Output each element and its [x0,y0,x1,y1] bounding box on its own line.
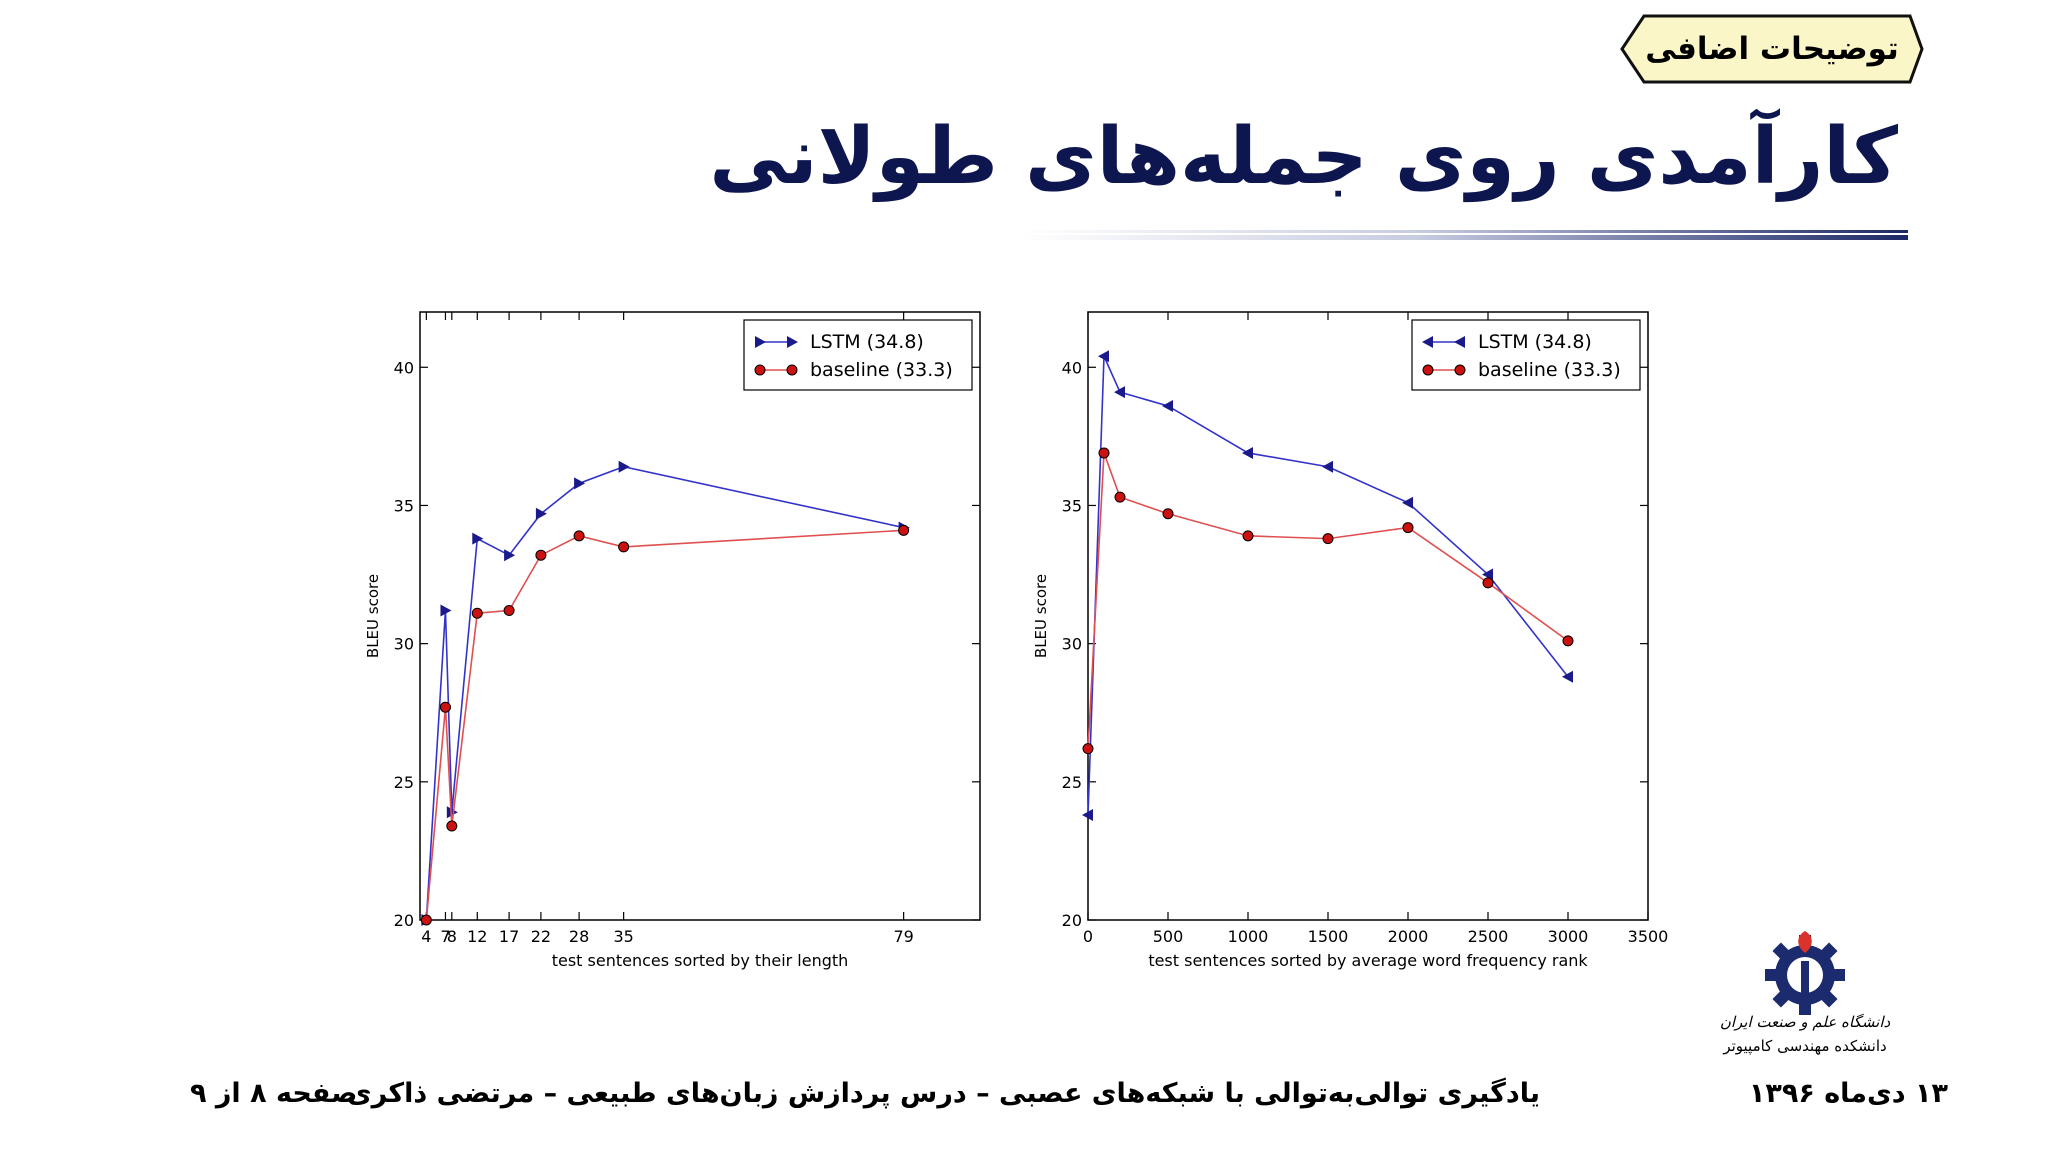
data-point [1242,530,1254,542]
x-tick-label: 2500 [1468,927,1509,946]
x-tick-label: 35 [613,927,633,946]
data-point [573,530,585,542]
y-tick-label: 25 [394,773,414,792]
x-tick-label: 22 [531,927,551,946]
badge-label: توضیحات اضافی [1645,31,1899,67]
data-point [504,549,516,562]
legend-marker [787,336,798,348]
x-tick-label: 4 [421,927,431,946]
legend-box [743,319,973,391]
legend-marker [755,336,766,348]
data-point [446,806,458,819]
legend-marker [754,364,766,376]
data-point [1482,577,1494,589]
legend-marker [1454,364,1466,376]
data-point [1098,447,1110,459]
data-point [446,820,458,832]
legend-label: baseline (33.3) [810,359,953,381]
y-tick-label: 30 [1062,635,1082,654]
x-tick-label: 500 [1153,927,1184,946]
data-point [471,607,483,619]
logo-faculty-name: دانشکده مهندسی کامپیوتر [1723,1037,1887,1055]
series-line [1087,452,1569,749]
data-point [503,604,515,616]
x-tick-label: 12 [467,927,487,946]
chart-frame [419,311,981,921]
data-point [1562,635,1574,647]
data-point [1114,386,1125,399]
x-tick-label: 17 [499,927,519,946]
data-point [1082,808,1093,821]
page-title: کارآمدی روی جمله‌های طولانی [709,112,1898,202]
gear-torch-icon [1765,931,1845,1015]
title-underline [1020,230,1908,240]
x-tick-label: 28 [569,927,589,946]
data-point [618,460,630,473]
x-tick-label: 3500 [1628,927,1669,946]
legend-marker [1454,336,1465,348]
data-point [1562,670,1573,683]
y-tick-label: 40 [394,358,414,377]
data-point [1242,446,1253,459]
data-point [472,532,484,545]
data-point [1114,491,1126,503]
x-tick-label: 1500 [1308,927,1349,946]
series-line [1087,355,1569,816]
data-point [574,477,586,490]
data-point [1322,460,1333,473]
x-tick-label: 0 [1083,927,1093,946]
y-axis-label: BLEU score [1032,574,1050,658]
university-logo: دانشگاه علم و صنعت ایران دانشکده مهندسی … [1715,925,1895,1070]
data-point [1162,508,1174,520]
y-tick-label: 35 [394,496,414,515]
y-tick-label: 35 [1062,496,1082,515]
x-tick-label: 3000 [1548,927,1589,946]
y-tick-label: 40 [1062,358,1082,377]
data-point [1098,350,1109,363]
x-tick-label: 8 [447,927,457,946]
y-tick-label: 20 [1062,911,1082,930]
legend-box [1411,319,1641,391]
data-point [1162,399,1173,412]
data-point [440,604,452,617]
data-point [439,701,451,713]
section-badge: توضیحات اضافی [1620,14,1924,84]
legend-label: baseline (33.3) [1478,359,1621,381]
x-tick-label: 7 [440,927,450,946]
x-axis-label: test sentences sorted by their length [552,951,849,970]
data-point [898,524,910,536]
y-tick-label: 25 [1062,773,1082,792]
data-point [535,549,547,561]
data-point [1402,496,1413,509]
footer-page-number: صفحه ۸ از ۹ [190,1078,358,1109]
y-tick-label: 20 [394,911,414,930]
legend-marker [1422,364,1434,376]
chart-frame [1087,311,1649,921]
footer-date: ۱۳ دی‌ماه ۱۳۹۶ [1748,1078,1948,1109]
legend-label: LSTM (34.8) [810,331,924,353]
data-point [420,914,432,926]
x-tick-label: 2000 [1388,927,1429,946]
legend-label: LSTM (34.8) [1478,331,1592,353]
data-point [535,507,547,520]
data-point [1322,533,1334,545]
data-point [1482,568,1493,581]
badge-shape [1620,14,1924,84]
data-point [618,541,630,553]
footer-course: یادگیری توالی‌به‌توالی با شبکه‌های عصبی … [346,1078,1540,1109]
legend-marker [1422,336,1433,348]
x-axis-label: test sentences sorted by average word fr… [1148,951,1588,970]
x-tick-label: 1000 [1228,927,1269,946]
data-point [1402,522,1414,534]
data-point [1082,743,1094,755]
logo-university-name: دانشگاه علم و صنعت ایران [1719,1013,1891,1031]
y-axis-label: BLEU score [364,574,382,658]
legend-marker [786,364,798,376]
x-tick-label: 79 [893,927,913,946]
y-tick-label: 30 [394,635,414,654]
series-line [425,529,904,921]
